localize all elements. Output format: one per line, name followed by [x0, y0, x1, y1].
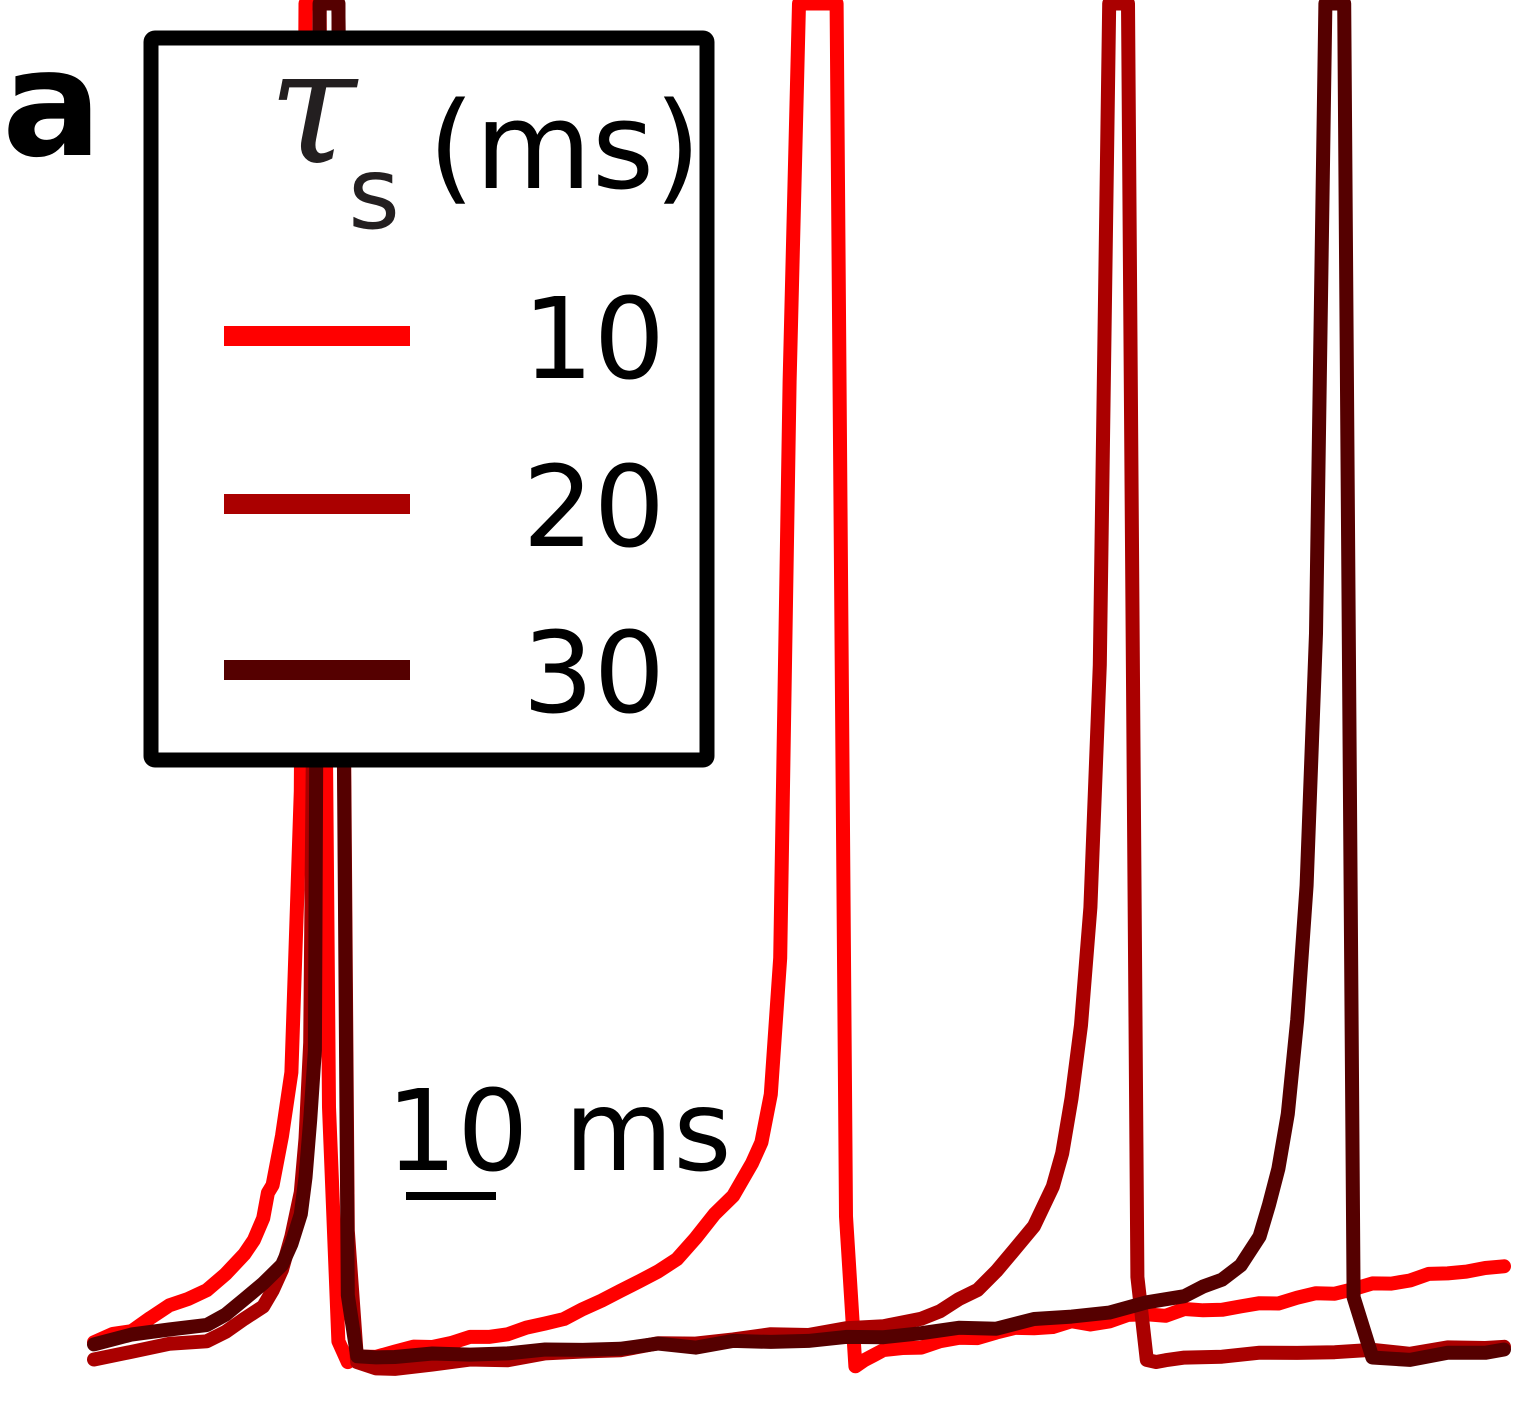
panel-label: a — [2, 18, 102, 190]
legend: τ s (ms) 10 20 30 — [143, 13, 715, 768]
legend-label-30: 30 — [522, 609, 665, 739]
voltage-traces — [87, 0, 1511, 1376]
legend-label-10: 10 — [522, 275, 665, 405]
legend-title-symbol: τ — [268, 13, 359, 200]
legend-label-20: 20 — [522, 443, 665, 573]
legend-title-subscript: s — [348, 135, 400, 252]
legend-box — [143, 30, 715, 768]
scale-bar-label: 10 ms — [386, 1067, 732, 1197]
legend-entries: 10 20 30 — [224, 275, 665, 739]
scale-bar: 10 ms — [386, 1067, 732, 1200]
trace-tau-10 — [87, 0, 1511, 1374]
trace-tau-30 — [87, 0, 1511, 1367]
legend-title-unit: (ms) — [428, 78, 701, 217]
